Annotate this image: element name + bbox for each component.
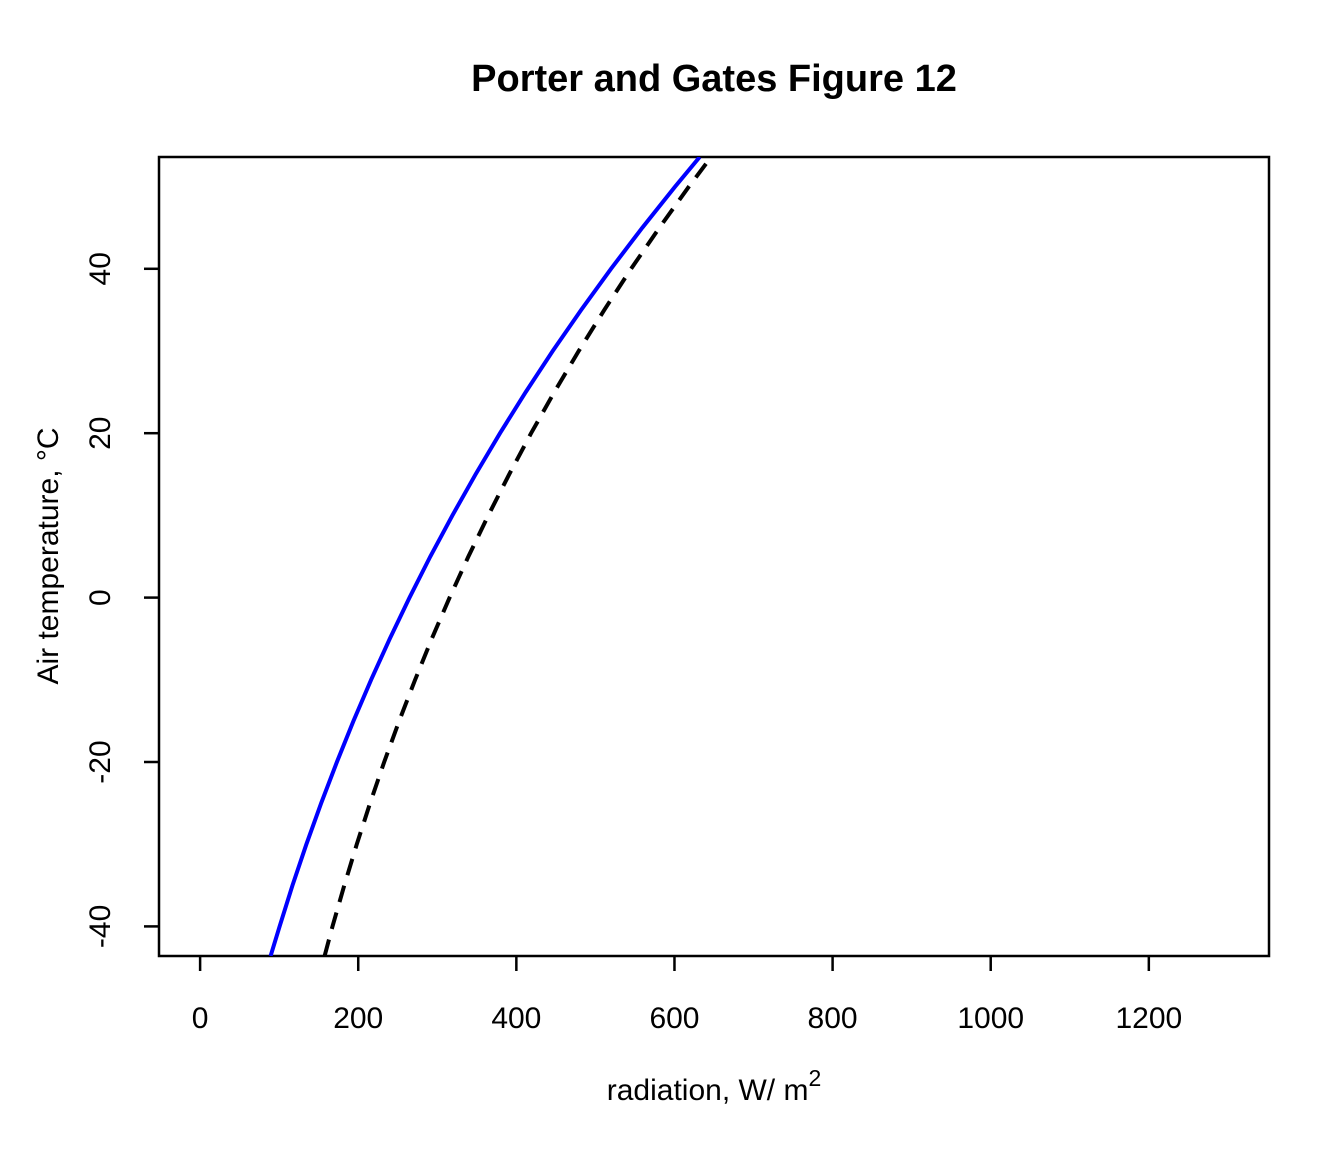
x-axis-tick-label: 0 (192, 1002, 209, 1035)
x-axis-tick-label: 200 (333, 1002, 383, 1035)
x-axis-tick-label: 1200 (1115, 1002, 1182, 1035)
series-line-black-dashed (322, 157, 713, 956)
y-axis-label: Air temperature, °C (32, 427, 65, 684)
x-axis-label: radiation, W/ m2 (607, 1065, 822, 1107)
plot-box (157, 155, 1271, 958)
chart-title: Porter and Gates Figure 12 (471, 58, 957, 100)
y-axis-tick-label: -40 (84, 905, 117, 948)
x-axis-label-superscript: 2 (808, 1065, 821, 1091)
x-axis-tick-label: 400 (491, 1002, 541, 1035)
plot-area: 0 200 400 600 800 1000 1200 -40 -20 0 20 40 (84, 155, 1271, 1035)
y-axis-tick-label: 20 (84, 417, 117, 450)
series-line-blue-solid (268, 157, 702, 956)
x-axis-tick-label: 800 (808, 1002, 858, 1035)
y-axis-tick-label: -20 (84, 740, 117, 783)
y-axis-tick-label: 40 (84, 252, 117, 285)
y-axis-tick-label: 0 (84, 589, 117, 606)
x-axis-tick-label: 600 (649, 1002, 699, 1035)
x-axis-tick-label: 1000 (957, 1002, 1024, 1035)
x-axis-label-main: radiation, W/ m (607, 1074, 809, 1107)
